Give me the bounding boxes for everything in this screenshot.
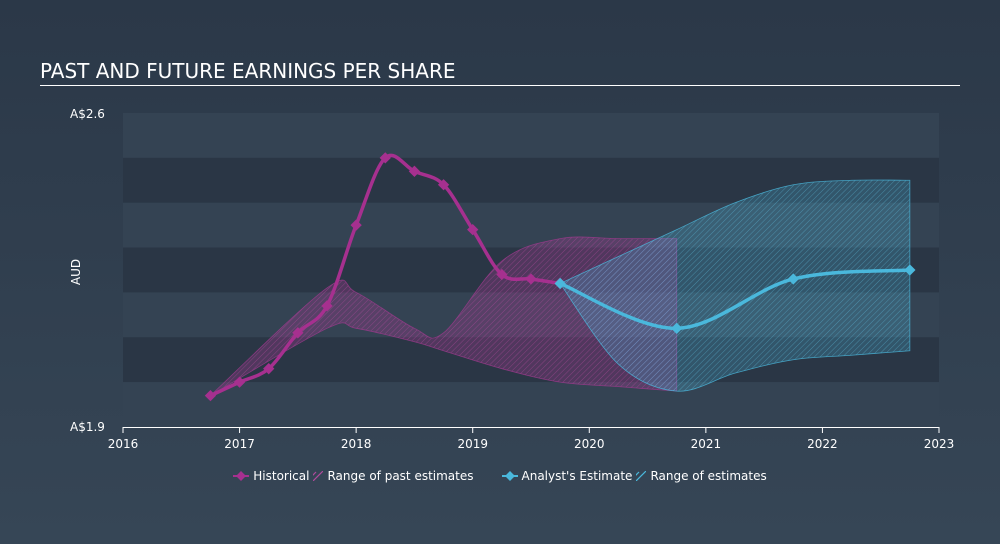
estimate-line [558, 268, 912, 331]
historical-point[interactable] [437, 179, 450, 191]
estimate-point[interactable] [554, 277, 566, 290]
historical-point[interactable] [525, 273, 537, 285]
historical-point[interactable] [379, 152, 391, 164]
historical-point[interactable] [496, 268, 508, 281]
x-tick-label: 2019 [457, 437, 488, 451]
historical-point[interactable] [292, 327, 304, 339]
y-axis-label: AUD [69, 259, 83, 285]
historical-point[interactable] [408, 165, 421, 177]
x-tick-label: 2018 [341, 437, 372, 451]
grid-band [123, 382, 939, 427]
x-tick-label: 2022 [807, 437, 838, 451]
legend-historical[interactable]: Historical Range of past estimates [233, 469, 474, 483]
legend: Historical Range of past estimates Analy… [0, 469, 1000, 483]
historical-point[interactable] [204, 389, 217, 402]
series-lines [204, 152, 916, 402]
grid-band [123, 113, 939, 158]
chart-title: PAST AND FUTURE EARNINGS PER SHARE [40, 59, 456, 83]
legend-past-range-label: Range of past estimates [327, 469, 474, 483]
x-tick-label: 2023 [924, 437, 955, 451]
legend-estimate[interactable]: Analyst's Estimate Range of estimates [501, 469, 767, 483]
historical-point[interactable] [350, 219, 362, 231]
past-range-swatch-icon [313, 471, 324, 481]
historical-point[interactable] [321, 300, 333, 312]
x-tick-label: 2017 [224, 437, 255, 451]
y-tick-top: A$2.6 [70, 107, 105, 121]
estimate-point[interactable] [904, 264, 916, 276]
range-areas [210, 179, 911, 396]
title-divider [40, 85, 960, 86]
historical-point[interactable] [233, 376, 246, 388]
x-tick-label: 2016 [108, 437, 139, 451]
legend-estimate-label: Analyst's Estimate [521, 469, 633, 483]
axes: A$2.6 A$1.9 AUD 2016 2017 2018 2019 2020 2021… [69, 107, 954, 451]
historical-swatch-icon [233, 471, 250, 481]
estimate-point[interactable] [671, 322, 683, 334]
x-tick-label: 2021 [691, 437, 722, 451]
estimate-point[interactable] [787, 273, 799, 285]
est-range-swatch-icon [636, 471, 647, 481]
estimate-swatch-icon [501, 471, 518, 481]
x-tick-label: 2020 [574, 437, 605, 451]
legend-est-range-label: Range of estimates [650, 469, 767, 483]
historical-point[interactable] [263, 363, 275, 375]
legend-historical-label: Historical [253, 469, 310, 483]
estimate-range [559, 179, 911, 392]
y-tick-bottom: A$1.9 [70, 420, 105, 434]
historical-point[interactable] [467, 223, 479, 236]
earnings-chart: A$2.6 A$1.9 AUD 2016 2017 2018 2019 2020 2021… [69, 107, 954, 451]
